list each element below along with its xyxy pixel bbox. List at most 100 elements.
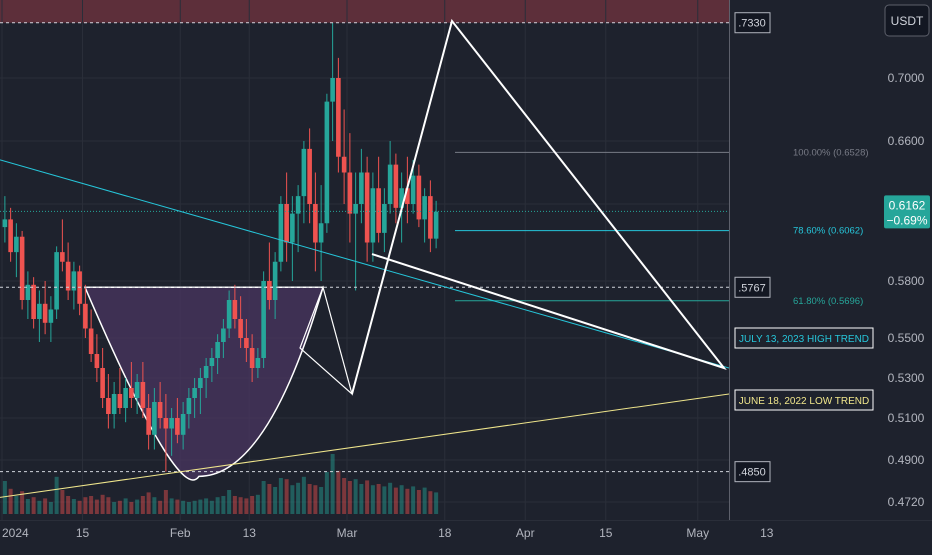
volume-bar xyxy=(238,497,243,514)
candle xyxy=(48,296,54,342)
volume-bar xyxy=(152,497,157,514)
volume-bar xyxy=(186,502,191,514)
candle-body xyxy=(232,300,238,319)
currency-button[interactable]: USDT xyxy=(884,4,930,37)
candle xyxy=(31,277,36,329)
volume-bar xyxy=(388,482,393,514)
volume-bar xyxy=(140,496,145,514)
volume-bar xyxy=(20,491,25,514)
volume-bar xyxy=(169,498,174,514)
volume-bar xyxy=(100,494,105,514)
volume-bar xyxy=(411,486,416,514)
trendline-label: JUNE 18, 2022 LOW TREND xyxy=(739,396,869,407)
volume-bar xyxy=(37,500,42,514)
candle-body xyxy=(295,196,301,214)
candle xyxy=(330,22,335,141)
candle-body xyxy=(88,328,94,354)
candle xyxy=(387,141,393,214)
candle xyxy=(416,164,422,228)
handle-pattern[interactable] xyxy=(299,285,354,396)
candle xyxy=(336,57,341,173)
resistance-zone xyxy=(0,0,729,23)
volume-bar xyxy=(324,472,329,514)
candle xyxy=(83,284,88,338)
x-tick-label: Mar xyxy=(337,526,358,540)
x-tick-label: 13 xyxy=(243,526,257,540)
candle xyxy=(134,374,140,414)
volume-bar xyxy=(422,487,427,514)
candle-body xyxy=(278,204,284,262)
volume-bar xyxy=(221,496,226,514)
candle xyxy=(221,319,226,358)
candle-body xyxy=(157,402,163,418)
candle-body xyxy=(341,156,347,173)
candle xyxy=(140,362,146,418)
june-2022-low-trendline[interactable] xyxy=(0,393,729,498)
candle-body xyxy=(198,378,203,388)
candle-body xyxy=(140,382,146,408)
candle-body xyxy=(14,236,19,253)
candle-body xyxy=(25,284,31,300)
triangle-pattern[interactable] xyxy=(351,18,727,395)
current-price-badge xyxy=(884,195,930,229)
candle xyxy=(347,133,353,243)
volume-bar xyxy=(163,490,168,514)
candle xyxy=(117,368,123,414)
volume-bar xyxy=(215,497,220,514)
candle-body xyxy=(244,338,249,348)
level-label-box xyxy=(734,461,771,483)
volume-bar xyxy=(319,487,324,514)
candle-body xyxy=(267,281,272,300)
candle-body xyxy=(186,398,192,414)
candle xyxy=(19,230,25,310)
july-2023-high-trendline[interactable] xyxy=(0,159,729,369)
candle xyxy=(226,290,232,338)
fib-level-label: 100.00% (0.6528) xyxy=(793,147,869,158)
volume-bar xyxy=(77,500,82,514)
candle-body xyxy=(272,261,278,300)
candle xyxy=(203,358,209,398)
volume-bar xyxy=(296,482,301,514)
volume-bar xyxy=(123,498,128,514)
candle-body xyxy=(359,172,364,204)
volume-bar xyxy=(399,485,404,514)
volume-bar xyxy=(370,485,375,514)
volume-bar xyxy=(359,484,364,514)
volume-bar xyxy=(83,497,88,514)
candle xyxy=(232,284,238,329)
volume-bar xyxy=(405,488,410,514)
currency-label: USDT xyxy=(891,14,924,28)
candle xyxy=(284,172,289,262)
candle xyxy=(422,188,427,243)
volume-bar xyxy=(244,498,249,514)
volume-bar xyxy=(175,499,180,514)
volume-bar xyxy=(284,479,289,514)
volume-bar xyxy=(117,500,122,514)
volume-bar xyxy=(365,480,370,514)
volume-bar xyxy=(25,499,30,514)
candle xyxy=(163,394,169,472)
candle-body xyxy=(382,204,387,233)
y-tick-label: 0.4900 xyxy=(888,453,925,467)
candle-body xyxy=(106,398,111,414)
candle-body xyxy=(100,368,105,398)
volume-bar xyxy=(181,500,186,514)
candle xyxy=(238,296,243,348)
y-tick-label: 0.6600 xyxy=(888,134,925,148)
y-tick-label: 0.5300 xyxy=(888,371,925,385)
candle xyxy=(2,196,8,243)
candle-body xyxy=(428,196,433,239)
candle xyxy=(267,242,272,310)
candle xyxy=(324,93,330,233)
candle-body xyxy=(376,188,381,233)
trendline-label-box xyxy=(734,389,874,411)
volume-bar xyxy=(227,490,232,514)
candle xyxy=(364,156,370,262)
candle xyxy=(8,207,13,262)
volume-bar xyxy=(135,499,140,514)
y-tick-label: 0.5100 xyxy=(888,411,925,425)
candle-body xyxy=(163,418,169,429)
